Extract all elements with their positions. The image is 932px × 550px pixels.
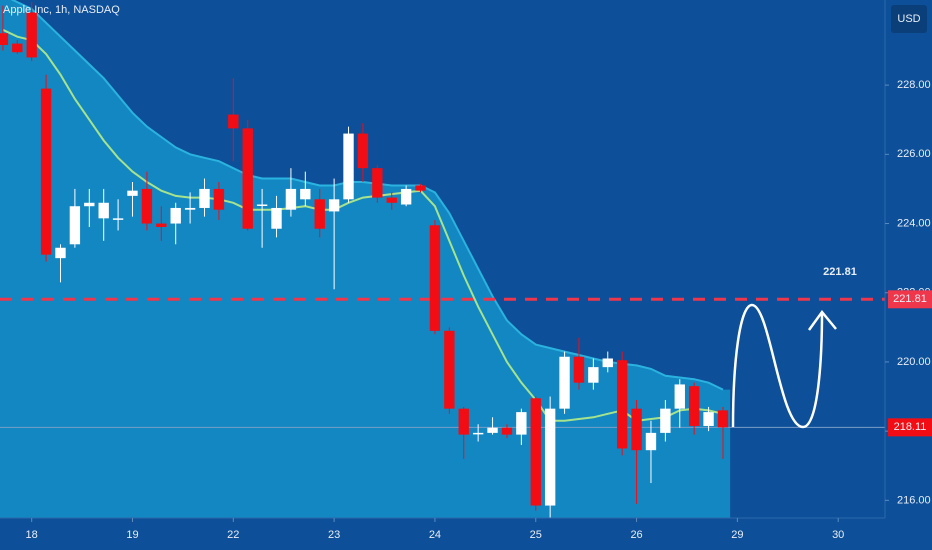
candle-body <box>631 408 642 451</box>
target-tag-label: 221.81 <box>893 293 927 305</box>
candle-body <box>55 247 66 259</box>
candle-body <box>112 218 124 220</box>
candle-body <box>141 188 153 224</box>
y-tick-label: 226.00 <box>897 148 931 160</box>
y-tick-label: 228.00 <box>897 79 931 91</box>
x-tick-label: 30 <box>832 529 844 541</box>
candle-body <box>530 398 541 506</box>
candle-body <box>184 207 196 210</box>
x-tick-label: 19 <box>126 529 138 541</box>
currency-button[interactable] <box>891 5 927 33</box>
candle-body <box>559 356 570 409</box>
candle-body <box>703 412 714 426</box>
candle-body <box>0 33 9 45</box>
candle-body <box>357 133 369 169</box>
band-area <box>0 0 731 518</box>
candle-body <box>674 384 685 409</box>
candle-body <box>717 410 729 428</box>
candle-body <box>314 199 325 229</box>
candle-body <box>386 197 397 203</box>
candle-body <box>458 408 469 435</box>
candle-body <box>271 207 282 229</box>
candle-body <box>372 168 383 198</box>
x-tick-label: 26 <box>630 529 642 541</box>
y-tick-label: 216.00 <box>897 494 931 506</box>
candle-body <box>415 185 426 191</box>
candle-body <box>487 427 498 433</box>
candle-body <box>228 114 239 129</box>
candle-body <box>12 43 23 53</box>
candle-body <box>429 225 441 331</box>
ma-line <box>2 28 724 422</box>
candle-body <box>26 12 37 58</box>
x-tick-label: 24 <box>429 529 441 541</box>
target-annotation: 221.81 <box>823 266 857 278</box>
chart-title: Apple Inc, 1h, NASDAQ <box>3 4 120 16</box>
candle-body <box>98 202 109 219</box>
candle-body <box>660 408 671 433</box>
x-tick-label: 23 <box>328 529 340 541</box>
currency-label[interactable]: USD <box>897 13 920 25</box>
x-tick-label: 25 <box>530 529 542 541</box>
candle-body <box>40 88 52 255</box>
candle-body <box>242 128 253 229</box>
last-tag-label: 218.11 <box>894 421 927 433</box>
candle-body <box>400 188 412 205</box>
candle-body <box>501 427 513 435</box>
candle-body <box>300 188 311 200</box>
x-tick-label: 29 <box>731 529 743 541</box>
candle-body <box>616 360 628 449</box>
candle-body <box>69 206 81 245</box>
candle-body <box>444 330 455 409</box>
candle-body <box>472 432 484 435</box>
x-tick-label: 18 <box>26 529 38 541</box>
candle-body <box>573 356 585 383</box>
x-tick-label: 22 <box>227 529 239 541</box>
target-tag <box>888 290 932 309</box>
candle-body <box>328 199 340 212</box>
candle-body <box>127 190 138 196</box>
candle-body <box>602 358 613 368</box>
y-tick-label: 220.00 <box>897 356 931 368</box>
candle-body <box>645 432 657 451</box>
candle-body <box>256 204 268 207</box>
candle-body <box>156 223 167 227</box>
drawn-arrow <box>731 303 824 429</box>
candle-body <box>516 412 527 435</box>
candle-body <box>588 367 599 383</box>
candle-body <box>285 188 297 210</box>
axes: 216.00218.00220.00222.00224.00226.00228.… <box>26 79 932 541</box>
candle-body <box>84 202 95 207</box>
plot-area <box>0 0 885 518</box>
y-tick-label: 224.00 <box>897 217 931 229</box>
candle-body <box>544 408 556 506</box>
candle-body <box>199 188 210 208</box>
arrow-head <box>807 309 837 331</box>
candle-body <box>688 386 700 426</box>
candle-body <box>343 133 354 200</box>
candle-body <box>170 207 181 224</box>
last-tag <box>888 418 932 437</box>
candle-body <box>213 188 225 210</box>
